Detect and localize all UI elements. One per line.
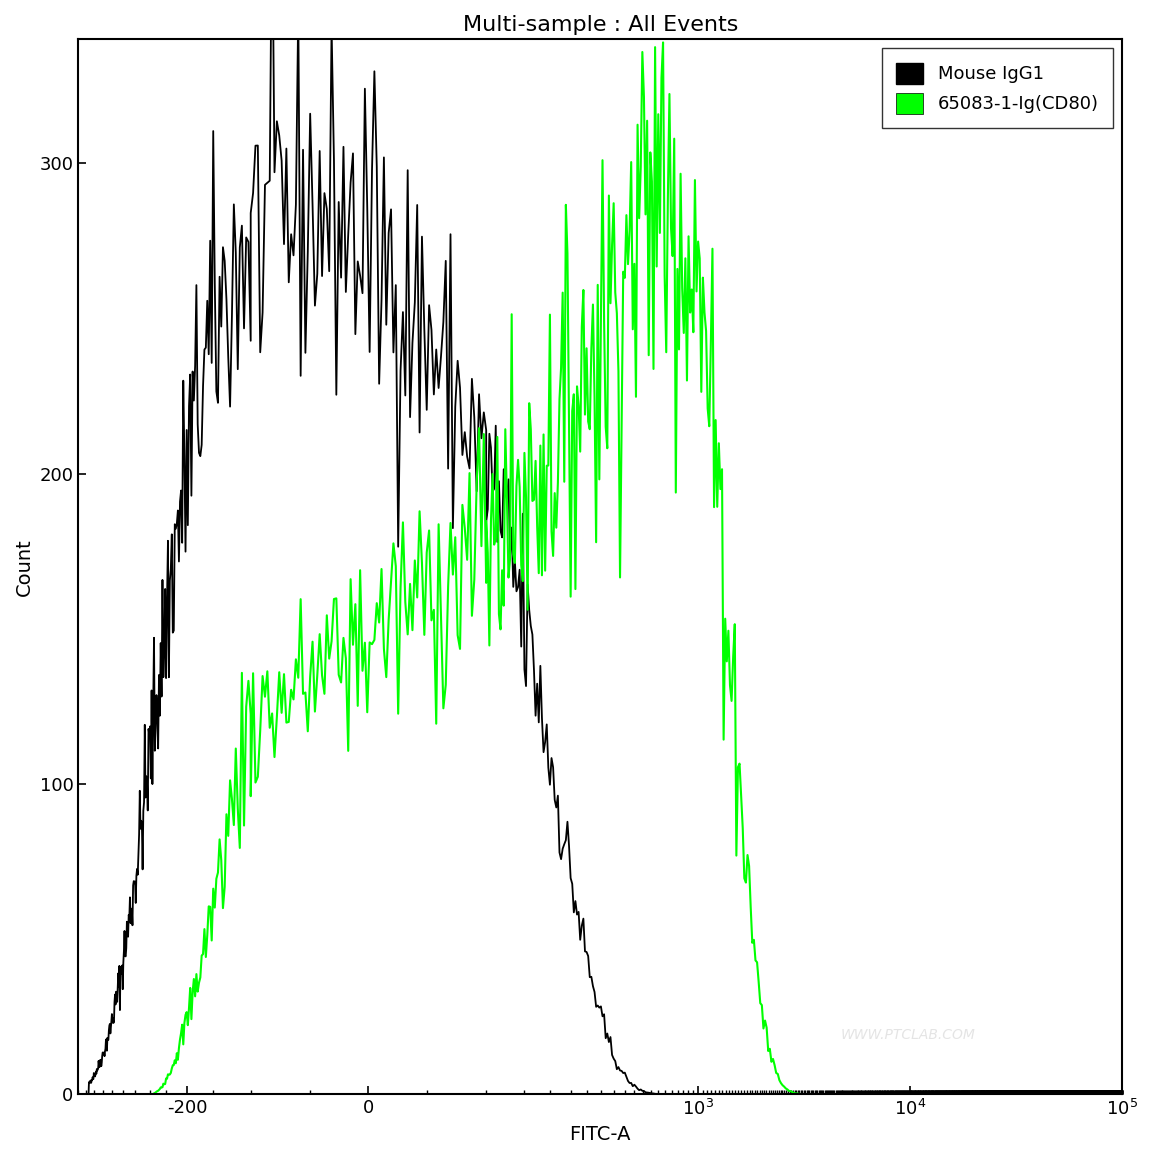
65083-1-Ig(CD80): [656, 36, 670, 50]
Legend: Mouse IgG1, 65083-1-Ig(CD80): Mouse IgG1, 65083-1-Ig(CD80): [882, 49, 1113, 127]
Text: WWW.PTCLAB.COM: WWW.PTCLAB.COM: [841, 1028, 975, 1042]
Mouse IgG1: [1115, 1087, 1129, 1101]
65083-1-Ig(CD80): [78, 1087, 92, 1101]
Mouse IgG1: [734, 1087, 748, 1101]
65083-1-Ig(CD80): [1115, 1087, 1129, 1101]
65083-1-Ig(CD80): [195, 949, 209, 963]
Mouse IgG1: [240, 231, 254, 245]
65083-1-Ig(CD80): [240, 700, 254, 714]
Mouse IgG1: [1007, 1087, 1020, 1101]
Mouse IgG1: [869, 1087, 883, 1101]
X-axis label: FITC-A: FITC-A: [570, 1125, 631, 1144]
Title: Multi-sample : All Events: Multi-sample : All Events: [462, 15, 738, 35]
Mouse IgG1: [296, 143, 310, 156]
Line: Mouse IgG1: Mouse IgG1: [85, 0, 1122, 1094]
65083-1-Ig(CD80): [1007, 1087, 1020, 1101]
Mouse IgG1: [78, 1087, 92, 1101]
65083-1-Ig(CD80): [734, 789, 748, 803]
Y-axis label: Count: Count: [15, 538, 33, 596]
65083-1-Ig(CD80): [294, 592, 308, 606]
Line: 65083-1-Ig(CD80): 65083-1-Ig(CD80): [85, 43, 1122, 1094]
65083-1-Ig(CD80): [869, 1087, 883, 1101]
Mouse IgG1: [195, 438, 209, 452]
